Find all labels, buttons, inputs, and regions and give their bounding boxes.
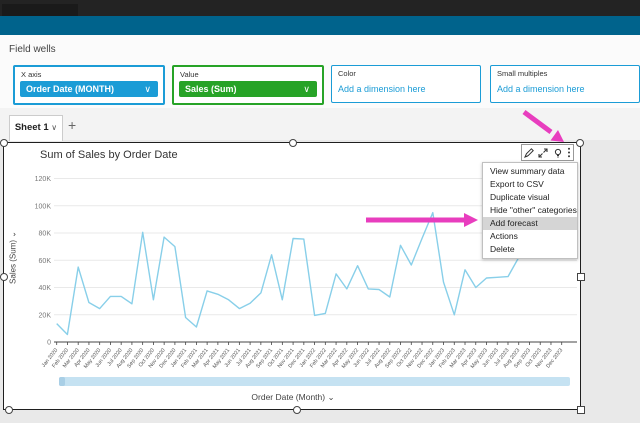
y-tick-label: 20K bbox=[39, 312, 52, 319]
sales-series-line bbox=[56, 211, 563, 336]
x-axis-field-value: Order Date (MONTH) bbox=[26, 84, 115, 94]
insights-icon[interactable] bbox=[553, 148, 563, 158]
add-sheet-button[interactable]: + bbox=[68, 117, 77, 133]
field-well-value: Value Sales (Sum) ∨ bbox=[172, 65, 324, 105]
scrollbar-handle[interactable] bbox=[59, 377, 65, 386]
menu-item-actions[interactable]: Actions bbox=[490, 231, 518, 241]
y-tick-label: 40K bbox=[39, 285, 52, 292]
y-tick-label: 100K bbox=[35, 203, 52, 210]
kebab-menu-icon[interactable] bbox=[567, 147, 571, 158]
sheet-tab-strip: Sheet 1 ∨ + bbox=[0, 108, 640, 141]
menu-item-duplicate-visual[interactable]: Duplicate visual bbox=[490, 192, 550, 202]
y-tick-label: 60K bbox=[39, 258, 52, 265]
field-wells-title: Field wells bbox=[9, 44, 56, 55]
y-tick-label: 80K bbox=[39, 231, 52, 238]
add-dimension-link[interactable]: Add a dimension here bbox=[338, 84, 426, 94]
value-field-dropdown[interactable]: Sales (Sum) ∨ bbox=[179, 81, 317, 97]
y-axis-title[interactable]: Sales (Sum) ⌄ bbox=[8, 231, 18, 284]
browser-tab[interactable] bbox=[2, 4, 78, 16]
resize-handle[interactable] bbox=[5, 406, 13, 414]
menu-item-delete[interactable]: Delete bbox=[490, 244, 515, 254]
resize-handle[interactable] bbox=[576, 139, 584, 147]
y-tick-label: 120K bbox=[35, 176, 52, 183]
menu-item-hide-other-categories[interactable]: Hide "other" categories bbox=[490, 205, 577, 215]
sheet-tab-active[interactable]: Sheet 1 ∨ bbox=[9, 115, 63, 141]
chevron-down-icon: ∨ bbox=[303, 84, 310, 94]
field-well-label: Small multiples bbox=[497, 69, 548, 78]
sheet-tab-label: Sheet 1 bbox=[14, 122, 49, 133]
field-well-color: Color Add a dimension here bbox=[331, 65, 481, 103]
x-axis-field-dropdown[interactable]: Order Date (MONTH) ∨ bbox=[20, 81, 158, 97]
resize-handle[interactable] bbox=[293, 406, 301, 414]
resize-handle[interactable] bbox=[0, 273, 8, 281]
menu-item-add-forecast[interactable]: Add forecast bbox=[483, 217, 577, 230]
resize-handle[interactable] bbox=[289, 139, 297, 147]
menu-item-view-summary-data[interactable]: View summary data bbox=[490, 166, 565, 176]
quicksight-app-bar bbox=[0, 16, 640, 35]
y-tick-label: 0 bbox=[47, 340, 51, 347]
browser-top-bar bbox=[0, 0, 640, 16]
field-well-x-axis: X axis Order Date (MONTH) ∨ bbox=[13, 65, 165, 105]
resize-handle[interactable] bbox=[577, 273, 585, 281]
chevron-down-icon: ∨ bbox=[51, 123, 58, 132]
visual-context-menu: View summary data Export to CSV Duplicate … bbox=[482, 162, 578, 259]
visual-toolbar bbox=[521, 144, 574, 161]
menu-item-export-to-csv[interactable]: Export to CSV bbox=[490, 179, 544, 189]
resize-handle[interactable] bbox=[0, 139, 8, 147]
resize-handle[interactable] bbox=[577, 406, 585, 414]
pencil-icon[interactable] bbox=[524, 147, 535, 158]
add-dimension-link[interactable]: Add a dimension here bbox=[497, 84, 585, 94]
field-well-label: Value bbox=[180, 70, 199, 79]
maximize-icon[interactable] bbox=[538, 147, 548, 158]
chevron-down-icon: ∨ bbox=[144, 84, 151, 94]
visual-title: Sum of Sales by Order Date bbox=[40, 149, 178, 161]
x-axis-scrollbar[interactable] bbox=[59, 377, 570, 386]
line-chart-visual[interactable]: Sum of Sales by Order Date 0 20K 40K 60K 80K… bbox=[3, 142, 581, 410]
x-axis-title[interactable]: Order Date (Month) ⌄ bbox=[251, 392, 335, 402]
field-wells-panel: Field wells X axis Order Date (MONTH) ∨ … bbox=[0, 35, 640, 109]
field-well-small-multiples: Small multiples Add a dimension here bbox=[490, 65, 640, 103]
field-well-label: Color bbox=[338, 69, 356, 78]
field-well-label: X axis bbox=[21, 70, 42, 79]
value-field-value: Sales (Sum) bbox=[185, 84, 237, 94]
